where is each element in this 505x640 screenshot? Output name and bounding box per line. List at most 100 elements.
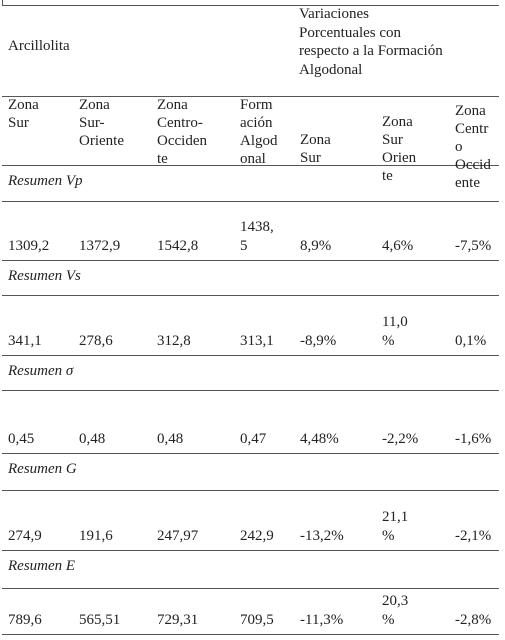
table-cell: 21,1% [382, 508, 408, 546]
column-header-pct-line: Sur [382, 132, 403, 148]
table-cell: 1438, 5 [240, 218, 274, 256]
table-cell-line: 8,9% [300, 238, 332, 254]
rule-section-bottom [2, 260, 499, 261]
variations-title-line: Porcentuales con [299, 24, 402, 41]
table-cell: 247,97 [157, 527, 198, 546]
rule-section-sep [2, 390, 499, 391]
table-cell: 242,9 [240, 527, 274, 546]
table-cell: 191,6 [79, 527, 113, 546]
table-cell-line: 1438, [240, 219, 274, 235]
table-cell: -2,8% [455, 611, 491, 630]
table-cell: -1,6% [455, 430, 491, 449]
table-cell-line: 565,51 [79, 612, 121, 628]
column-header-pct-line: Orien [382, 150, 417, 166]
table-cell-line: 1542,8 [157, 238, 199, 254]
section-label: Resumen Vs [8, 268, 81, 284]
table-cell-line: 0,47 [240, 431, 267, 447]
table-cell-line: -7,5% [455, 238, 492, 254]
table-cell: 313,1 [240, 332, 274, 351]
table-cell-line: 789,6 [8, 612, 42, 628]
column-header-pct-line: Centr [455, 121, 489, 137]
rule-section-bottom [2, 453, 499, 454]
table-cell: 11,0% [382, 313, 408, 351]
section-label: Resumen σ [8, 363, 74, 379]
table-cell: 4,48% [300, 430, 339, 449]
rule-section-sep [2, 588, 499, 589]
table-cell: 789,6 [8, 611, 42, 630]
rule-top [2, 5, 499, 6]
table-cell-line: % [382, 528, 395, 544]
variations-title-line: respecto a la Formación [299, 43, 443, 59]
column-header-pct: Zona Sur Orien te [382, 113, 416, 185]
rule-section-bottom [2, 634, 499, 635]
table-cell: -11,3% [300, 611, 343, 630]
table-cell-line: 247,97 [157, 528, 199, 544]
table-cell-line: -2,2% [382, 431, 419, 447]
table-cell-line: 242,9 [240, 528, 274, 544]
table-cell-line: 0,45 [8, 431, 35, 447]
table-cell: 20,3% [382, 592, 408, 630]
table-cell-line: 4,48% [300, 431, 339, 447]
table-cell-line: -8,9% [300, 333, 337, 349]
column-header-pct: Zona Sur [300, 131, 331, 167]
table-cell-line: -2,1% [455, 528, 492, 544]
table-cell: 0,48 [157, 430, 183, 449]
table-cell-line: 11,0 [382, 314, 408, 330]
rule-header-bottom [2, 165, 499, 166]
table-cell-line: 21,1 [382, 509, 409, 525]
table-cell-line: -1,6% [455, 431, 492, 447]
column-header-abs-line: ación [240, 115, 273, 131]
table-cell-line: -11,3% [300, 612, 344, 628]
table-cell-line: -13,2% [300, 528, 344, 544]
column-header-abs-line: te [157, 151, 168, 167]
table-cell-line: 0,48 [157, 431, 184, 447]
table-cell: -2,2% [382, 430, 418, 449]
table-cell-line: 274,9 [8, 528, 42, 544]
table-cell-line: 20,3 [382, 593, 409, 609]
column-header-abs: Zona Centro- Occiden te [157, 96, 207, 168]
variations-title-line: Algodonal [299, 61, 363, 78]
column-header-abs-line: onal [240, 151, 266, 167]
table-cell-line: 191,6 [79, 528, 113, 544]
table-cell-line: 729,31 [157, 612, 199, 628]
rule-section-sep [2, 490, 499, 491]
table-cell-line: 1309,2 [8, 238, 50, 254]
table-cell: 1309,2 [8, 237, 49, 256]
column-header-pct-line: te [382, 168, 393, 184]
column-header-pct-line: Zona [300, 132, 331, 148]
column-header-pct-line: Zona [455, 103, 486, 119]
table-cell: 4,6% [382, 237, 413, 256]
table-cell: 312,8 [157, 332, 191, 351]
column-header-abs-line: Form [240, 97, 273, 113]
table-cell-line: 0,1% [455, 333, 487, 349]
section-label: Resumen E [8, 558, 76, 574]
section-label: Resumen G [8, 461, 77, 477]
table-cell: 274,9 [8, 527, 42, 546]
table-cell: 341,1 [8, 332, 42, 351]
table-cell: -7,5% [455, 237, 491, 256]
column-header-abs: Form ación Algod onal [240, 96, 278, 168]
table-cell-line: 1372,9 [79, 238, 121, 254]
table-cell: 0,1% [455, 332, 486, 351]
column-header-pct-line: Occid [455, 157, 491, 173]
table-cell: 0,48 [79, 430, 105, 449]
column-header-pct-line: Sur [300, 150, 321, 166]
table-cell: 729,31 [157, 611, 198, 630]
column-header-abs-line: Zona [157, 97, 188, 113]
table-cell-line: -2,8% [455, 612, 492, 628]
table-cell-line: 341,1 [8, 333, 42, 349]
column-header-abs-line: Occiden [157, 133, 207, 149]
rule-section-bottom [2, 355, 499, 356]
table-cell-line: 4,6% [382, 238, 414, 254]
table-cell: -8,9% [300, 332, 336, 351]
column-header-abs-line: Algod [240, 133, 278, 149]
rock-type-label: Arcillolita [8, 38, 70, 54]
table-cell: 8,9% [300, 237, 331, 256]
column-header-pct: Zona Centr o Occid ente [455, 102, 491, 192]
rule-section-sep [2, 201, 499, 202]
table-cell-line: 313,1 [240, 333, 274, 349]
column-header-abs-line: Sur- [79, 115, 105, 131]
table-cell: -13,2% [300, 527, 344, 546]
corner-tick [2, 0, 3, 6]
